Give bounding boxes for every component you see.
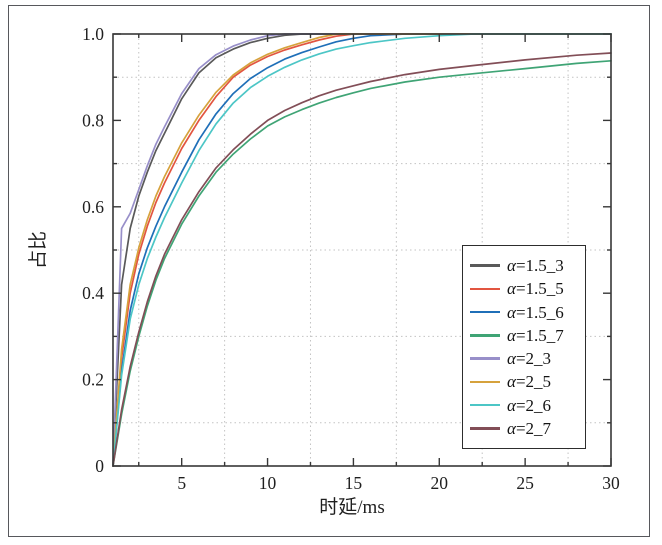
y-tick-label: 0.6 [82, 197, 104, 217]
legend-label: α=1.5_6 [507, 302, 564, 322]
tick-labels: 5 10 15 20 25 30 0 0.2 0.4 0.6 0.8 1.0 [82, 24, 620, 493]
series-line-α=2_7 [112, 52, 612, 467]
x-tick-label: 25 [516, 473, 534, 493]
legend-item: α=2_3 [470, 350, 583, 367]
axes [112, 33, 612, 467]
legend-label: α=2_3 [507, 349, 552, 369]
legend-line-sample [470, 403, 500, 407]
y-axis-title: 占比 [27, 231, 49, 269]
y-tick-label: 0.2 [82, 370, 104, 390]
legend-line-sample [470, 264, 500, 268]
legend-item: α=1.5_3 [470, 257, 583, 274]
legend-label: α=2_7 [507, 418, 552, 438]
legend-item: α=2_6 [470, 397, 583, 414]
y-tick-label: 0.4 [82, 283, 104, 303]
legend-line-sample [470, 357, 500, 360]
x-tick-label: 10 [259, 473, 277, 493]
legend: α=1.5_3 α=1.5_5 α=1.5_6 α=1.5_7 α=2_3 α=2_5 α=… [462, 245, 586, 449]
y-tick-label: 0.8 [82, 110, 104, 130]
series-line-α=1.5_7 [112, 59, 612, 467]
legend-line-sample [470, 334, 500, 337]
legend-label: α=1.5_5 [507, 279, 564, 299]
legend-item: α=2_7 [470, 420, 583, 437]
figure-frame [8, 5, 650, 537]
legend-label: α=1.5_3 [507, 256, 564, 276]
legend-item: α=1.5_6 [470, 304, 583, 321]
x-tick-label: 20 [431, 473, 449, 493]
legend-item: α=2_5 [470, 373, 583, 390]
x-axis-title: 时延/ms [319, 496, 384, 518]
legend-label: α=1.5_7 [507, 325, 564, 345]
legend-line-sample [470, 380, 500, 384]
legend-item: α=1.5_5 [470, 280, 583, 297]
legend-label: α=2_6 [507, 395, 552, 415]
y-tick-label: 1.0 [82, 24, 104, 44]
y-tick-label: 0 [95, 456, 104, 476]
legend-item: α=1.5_7 [470, 327, 583, 344]
x-tick-label: 15 [345, 473, 363, 493]
legend-line-sample [470, 287, 500, 291]
legend-line-sample [470, 426, 500, 430]
x-tick-label: 5 [177, 473, 186, 493]
legend-label: α=2_5 [507, 372, 552, 392]
legend-line-sample [470, 310, 500, 314]
x-tick-label: 30 [602, 473, 620, 493]
